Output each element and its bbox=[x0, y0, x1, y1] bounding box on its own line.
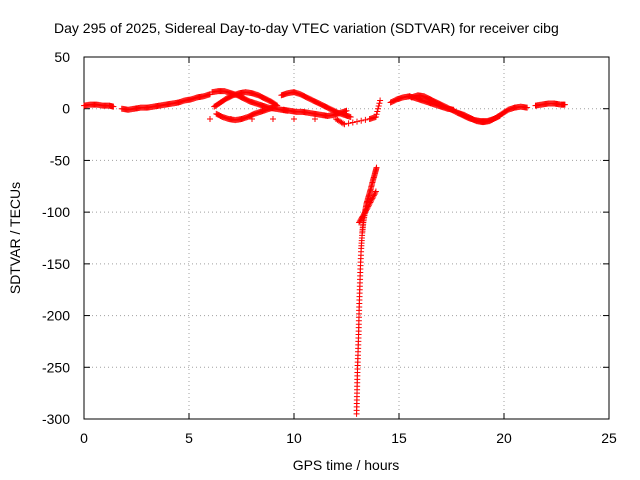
plot-frame bbox=[83, 56, 610, 420]
axis-ticks: 0 5 10 15 20 25 -300 -250 -200 -150 -100 -50 0 50 bbox=[42, 49, 617, 446]
series-arc-b bbox=[211, 89, 281, 110]
data-point bbox=[207, 116, 213, 123]
data-point bbox=[110, 103, 117, 110]
data-point bbox=[371, 191, 378, 198]
data-markers bbox=[81, 88, 568, 417]
data-point bbox=[365, 202, 372, 209]
series-near-zero-band-2 bbox=[118, 91, 213, 113]
data-point bbox=[376, 100, 383, 107]
y-axis-label: SDTVAR / TECUs bbox=[7, 182, 23, 294]
series-arc-e bbox=[280, 106, 350, 119]
data-point bbox=[270, 104, 276, 111]
data-point bbox=[345, 120, 352, 127]
data-point bbox=[354, 118, 360, 125]
data-point bbox=[368, 198, 374, 205]
series-near-zero-band-1 bbox=[81, 101, 117, 110]
data-point bbox=[347, 113, 354, 120]
data-point bbox=[524, 104, 531, 111]
data-point bbox=[249, 116, 255, 123]
data-point bbox=[274, 102, 281, 109]
data-point bbox=[363, 206, 370, 213]
data-point bbox=[270, 116, 276, 123]
data-point bbox=[312, 116, 318, 123]
y-tick-label: -250 bbox=[42, 359, 70, 375]
series-arc-d bbox=[278, 89, 354, 120]
y-tick-label: -50 bbox=[50, 152, 70, 168]
data-point bbox=[273, 101, 280, 108]
y-tick-label: -300 bbox=[42, 411, 70, 427]
data-point bbox=[358, 117, 365, 124]
data-point bbox=[373, 111, 380, 118]
y-tick-label: -150 bbox=[42, 256, 70, 272]
data-point bbox=[372, 113, 379, 120]
data-point bbox=[375, 105, 381, 112]
x-tick-label: 20 bbox=[496, 430, 512, 446]
data-point bbox=[374, 108, 381, 115]
data-point bbox=[367, 199, 374, 206]
y-tick-label: 50 bbox=[54, 49, 70, 65]
data-point bbox=[373, 164, 380, 171]
data-point bbox=[368, 196, 375, 203]
series-segment-18h bbox=[454, 103, 531, 126]
series-lower-band bbox=[356, 188, 379, 226]
y-tick-label: 0 bbox=[62, 101, 70, 117]
data-point bbox=[362, 116, 369, 123]
data-point bbox=[366, 200, 373, 207]
data-point bbox=[343, 107, 350, 114]
data-point bbox=[365, 203, 372, 210]
y-tick-label: -100 bbox=[42, 204, 70, 220]
data-point bbox=[341, 121, 348, 128]
series-arc-c bbox=[213, 104, 276, 124]
data-point bbox=[377, 97, 384, 104]
data-point bbox=[369, 195, 376, 202]
data-point bbox=[340, 120, 346, 127]
x-tick-label: 5 bbox=[185, 430, 193, 446]
data-point bbox=[370, 192, 377, 199]
y-tick-label: -200 bbox=[42, 308, 70, 324]
data-point bbox=[349, 119, 356, 126]
series-plunge-arc bbox=[353, 164, 380, 417]
data-point bbox=[370, 193, 377, 200]
x-tick-label: 25 bbox=[601, 430, 617, 446]
data-point bbox=[561, 101, 568, 108]
data-point bbox=[364, 205, 371, 212]
data-point bbox=[372, 189, 379, 196]
x-tick-label: 15 bbox=[391, 430, 407, 446]
data-point bbox=[372, 188, 379, 195]
chart-title: Day 295 of 2025, Sidereal Day-to-day VTE… bbox=[54, 20, 559, 36]
series-scattered-points bbox=[207, 97, 384, 128]
data-point bbox=[228, 116, 234, 123]
x-axis-label: GPS time / hours bbox=[293, 457, 400, 473]
series-final-band bbox=[532, 100, 568, 109]
data-point bbox=[291, 116, 297, 123]
x-tick-label: 10 bbox=[286, 430, 302, 446]
data-point bbox=[375, 102, 382, 109]
x-tick-label: 0 bbox=[80, 430, 88, 446]
